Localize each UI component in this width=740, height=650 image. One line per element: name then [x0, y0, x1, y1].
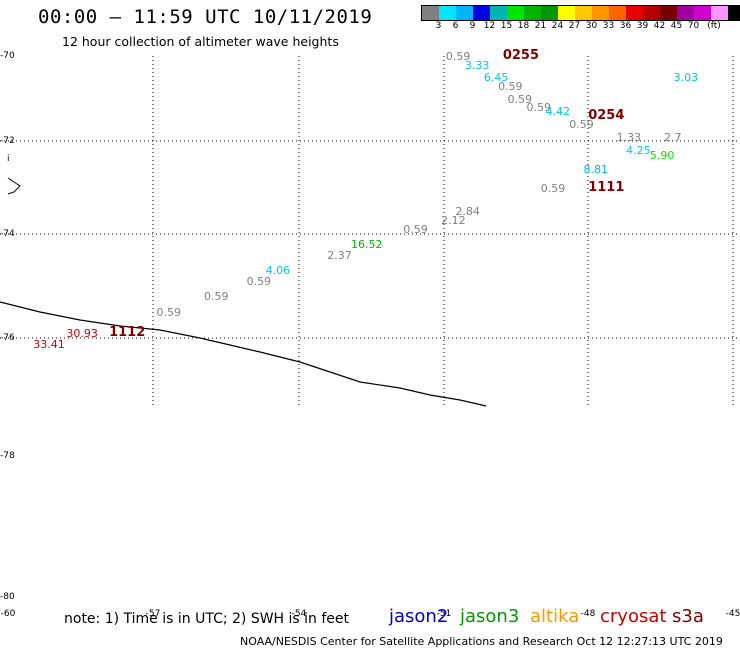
longitude-label: -57 [145, 609, 161, 619]
wave-height-label: 8.81 [583, 162, 608, 176]
colorbar-tick-label: 36 [619, 21, 632, 31]
wave-height-label: 4.25 [626, 144, 651, 158]
colorbar-tick-label: 45 [670, 21, 683, 31]
wave-height-label: 0.59 [246, 274, 272, 288]
satellite-legend-jason3: jason3 [460, 606, 520, 627]
satellite-legend-s3a: s3a [672, 606, 704, 627]
wave-height-label: 4.06 [265, 264, 291, 278]
colorbar-tick-label: 15 [500, 21, 513, 31]
wave-height-label: 0.59 [156, 306, 182, 319]
colorbar-swatch [473, 6, 490, 20]
latitude-label: -74 [0, 229, 15, 239]
colorbar-tick-label: 6 [452, 21, 459, 31]
colorbar-swatch [456, 6, 473, 20]
wave-height-label: 30.93 [66, 326, 98, 340]
colorbar-swatch [490, 6, 507, 20]
footer-note: note: 1) Time is in UTC; 2) SWH is in fe… [64, 611, 350, 627]
wave-height-label: 2.84 [455, 204, 480, 218]
wave-height-label: 16.52 [351, 238, 383, 252]
map-title: 00:00 – 11:59 UTC 10/11/2019 [38, 6, 373, 28]
latitude-label: -72 [0, 136, 15, 146]
colorbar-swatch [660, 6, 677, 20]
latitude-label: -78 [0, 451, 15, 461]
colorbar-swatch [524, 6, 541, 20]
colorbar-tick-label: 18 [517, 21, 530, 31]
colorbar-tick-label: 12 [483, 21, 496, 31]
colorbar-swatch [575, 6, 592, 20]
colorbar-swatch [694, 6, 711, 20]
wave-height-label: 0.59 [498, 79, 523, 93]
wave-height-colorbar [421, 5, 740, 21]
pass-time-label: 1111 [588, 179, 625, 195]
satellite-legend-altika: altika [530, 606, 580, 627]
colorbar-swatch [422, 6, 439, 20]
wave-height-label: 0.59 [203, 290, 229, 304]
wave-height-label: 2.12 [441, 214, 466, 228]
colorbar-swatch [507, 6, 524, 20]
longitude-label: -60 [0, 609, 16, 619]
colorbar-swatch [711, 6, 728, 20]
colorbar-tick-label: 3 [435, 21, 442, 31]
longitude-label: -45 [725, 609, 740, 619]
coastline [0, 301, 487, 407]
pass-time-label: 0254 [588, 107, 625, 123]
colorbar-tick-label: 39 [636, 21, 649, 31]
colorbar-swatch [609, 6, 626, 20]
colorbar-swatch [439, 6, 456, 20]
credit-line: NOAA/NESDIS Center for Satellite Applica… [240, 635, 723, 648]
pass-time-label: 1112 [109, 324, 146, 340]
colorbar-tick-label: 42 [653, 21, 666, 31]
colorbar-swatch [643, 6, 660, 20]
colorbar-tick-label: 21 [534, 21, 547, 31]
wave-height-label: 0.59 [540, 181, 566, 195]
colorbar-tick-label: 27 [568, 21, 581, 31]
wave-height-label: 3.33 [464, 58, 490, 72]
colorbar-unit: (ft) [707, 21, 721, 31]
colorbar-swatch [677, 6, 694, 20]
longitude-label: -48 [580, 609, 596, 619]
longitude-label: -54 [291, 609, 307, 619]
wave-height-label: 6.45 [483, 71, 509, 85]
colorbar-tick-label: 24 [551, 21, 564, 31]
map-subtitle: 12 hour collection of altimeter wave hei… [62, 34, 339, 49]
latitude-label: -70 [0, 51, 15, 61]
latitude-label: -76 [0, 333, 15, 343]
map-tick-mark: i [7, 154, 10, 164]
colorbar-swatch [541, 6, 558, 20]
colorbar-tick-label: 30 [585, 21, 598, 31]
satellite-legend-cryosat: cryosat [600, 606, 667, 627]
wave-height-label: 0.59 [526, 101, 552, 114]
wave-height-label: 0.59 [569, 118, 594, 131]
wave-height-label: 1.33 [616, 130, 642, 144]
pass-time-label: 0255 [502, 48, 539, 63]
wave-height-label: 0.59 [445, 50, 471, 63]
colorbar-tick-label: 33 [602, 21, 615, 31]
colorbar-swatch [626, 6, 643, 20]
colorbar-swatch [728, 6, 740, 20]
colorbar-swatch [558, 6, 575, 20]
colorbar-tick-label: 9 [469, 21, 476, 31]
wave-height-label: 3.03 [673, 71, 699, 85]
wave-height-label: 2.37 [327, 248, 352, 262]
colorbar-swatch [592, 6, 609, 20]
wave-height-label: 0.59 [403, 223, 428, 237]
latitude-label: -80 [0, 592, 15, 602]
wave-height-label: 0.59 [507, 92, 533, 106]
island-coastline [7, 177, 21, 195]
satellite-legend-jason2: jason2 [389, 606, 449, 627]
wave-height-label: 4.42 [545, 105, 571, 119]
wave-height-label: 33.41 [33, 337, 65, 351]
longitude-label: -51 [436, 609, 452, 619]
wave-height-label: 2.7 [664, 130, 682, 144]
colorbar-tick-label: 70 [687, 21, 700, 31]
wave-height-label: 5.90 [649, 148, 675, 162]
